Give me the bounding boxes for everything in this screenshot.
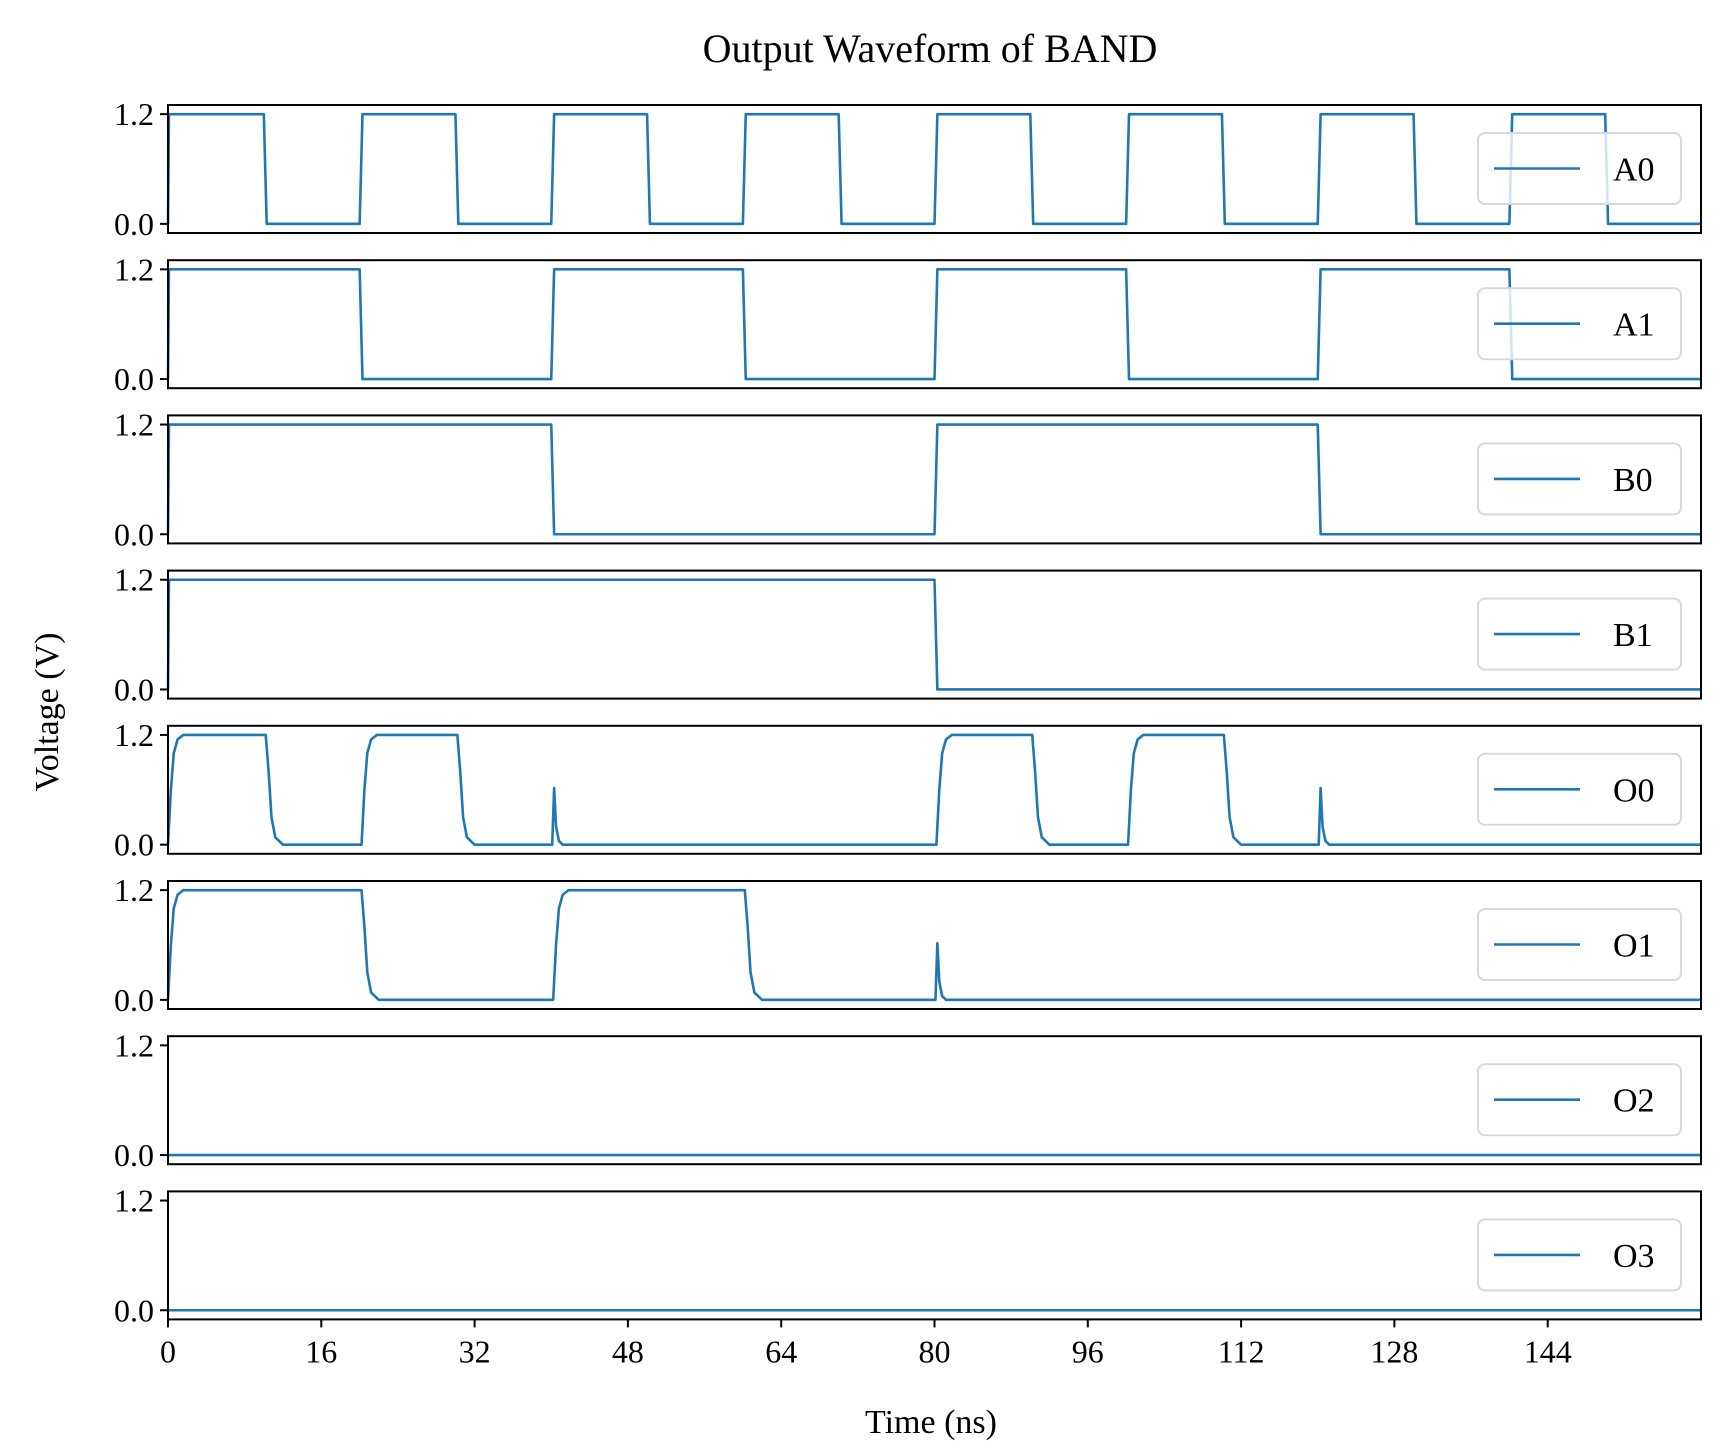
y-tick-label: 1.2 [114,407,154,443]
x-axis-label: Time (ns) [865,1404,997,1441]
legend-label: O1 [1613,928,1655,965]
series-line-o1 [166,888,1701,1002]
series-line-a0 [166,112,1701,226]
panel-b1: 0.0 1.2 B1 [114,562,1702,707]
legend: O0 [1477,752,1682,826]
legend: O3 [1477,1218,1682,1292]
x-tick-label: 80 [919,1333,951,1369]
panel-frame [167,724,1702,855]
x-tick-label: 96 [1072,1333,1104,1369]
panel-o1: 0.0 1.2 O1 [114,872,1702,1018]
legend: B0 [1477,442,1682,516]
y-tick-label: 0.0 [114,206,154,242]
x-tick-label: 144 [1524,1333,1572,1369]
y-tick-label: 0.0 [114,516,154,552]
legend: A0 [1477,132,1682,205]
y-tick-label: 0.0 [114,361,154,397]
panel-frame [167,104,1702,234]
series-line-a1 [166,268,1701,381]
panel-frame [167,569,1702,700]
panel-frame [167,414,1702,545]
legend: A1 [1477,287,1682,361]
y-tick-label: 1.2 [114,717,154,753]
y-tick-label: 0.0 [114,671,154,707]
y-tick-label: 1.2 [114,1183,154,1219]
y-tick-label: 0.0 [114,827,154,863]
chart-title: Output Waveform of BAND [703,26,1158,71]
panel-frame [167,259,1702,390]
panel-frame [167,1035,1702,1166]
series-line-b1 [166,578,1701,691]
legend: O2 [1477,1063,1682,1137]
legend: B1 [1477,597,1682,671]
x-tick-label: 0 [160,1333,176,1369]
panel-a1: 0.0 1.2 A1 [114,251,1702,397]
panel-frame [167,880,1702,1010]
x-tick-label: 112 [1218,1333,1265,1369]
legend-label: O3 [1613,1238,1655,1275]
series-line-b0 [166,423,1701,536]
panel-o0: 0.0 1.2 O0 [114,717,1702,863]
legend-label: B1 [1613,617,1653,654]
legend-label: O0 [1613,772,1655,809]
legend-label: B0 [1613,462,1653,499]
x-tick-label: 48 [612,1333,644,1369]
signal-panels: 0.0 1.2 A0 0.0 1.2 A1 0.0 1.2 B0 0.0 1.2 B1 0.0 1.2 O0… [114,96,1702,1328]
y-tick-label: 1.2 [114,562,154,598]
series-line-o0 [166,733,1701,846]
y-axis-label: Voltage (V) [29,633,66,792]
y-tick-label: 0.0 [114,1292,154,1328]
panel-frame [167,1190,1702,1321]
y-tick-label: 0.0 [114,1137,154,1173]
x-axis: 0 16 32 48 64 80 96 112 128 144 [160,1319,1572,1369]
y-tick-label: 0.0 [114,982,154,1018]
y-tick-label: 1.2 [114,251,154,287]
legend-label: A0 [1613,152,1655,189]
x-tick-label: 32 [459,1333,491,1369]
x-tick-label: 16 [305,1333,337,1369]
panel-o2: 0.0 1.2 O2 [114,1027,1702,1173]
legend-label: O2 [1613,1083,1655,1120]
x-tick-label: 64 [765,1333,797,1369]
panel-b0: 0.0 1.2 B0 [114,407,1702,552]
y-tick-label: 1.2 [114,1027,154,1063]
legend-label: A1 [1613,307,1655,344]
y-tick-label: 1.2 [114,96,154,132]
x-tick-label: 128 [1370,1333,1418,1369]
panel-o3: 0.0 1.2 O3 [114,1183,1702,1328]
legend: O1 [1477,908,1682,981]
y-tick-label: 1.2 [114,872,154,908]
panel-a0: 0.0 1.2 A0 [114,96,1702,242]
